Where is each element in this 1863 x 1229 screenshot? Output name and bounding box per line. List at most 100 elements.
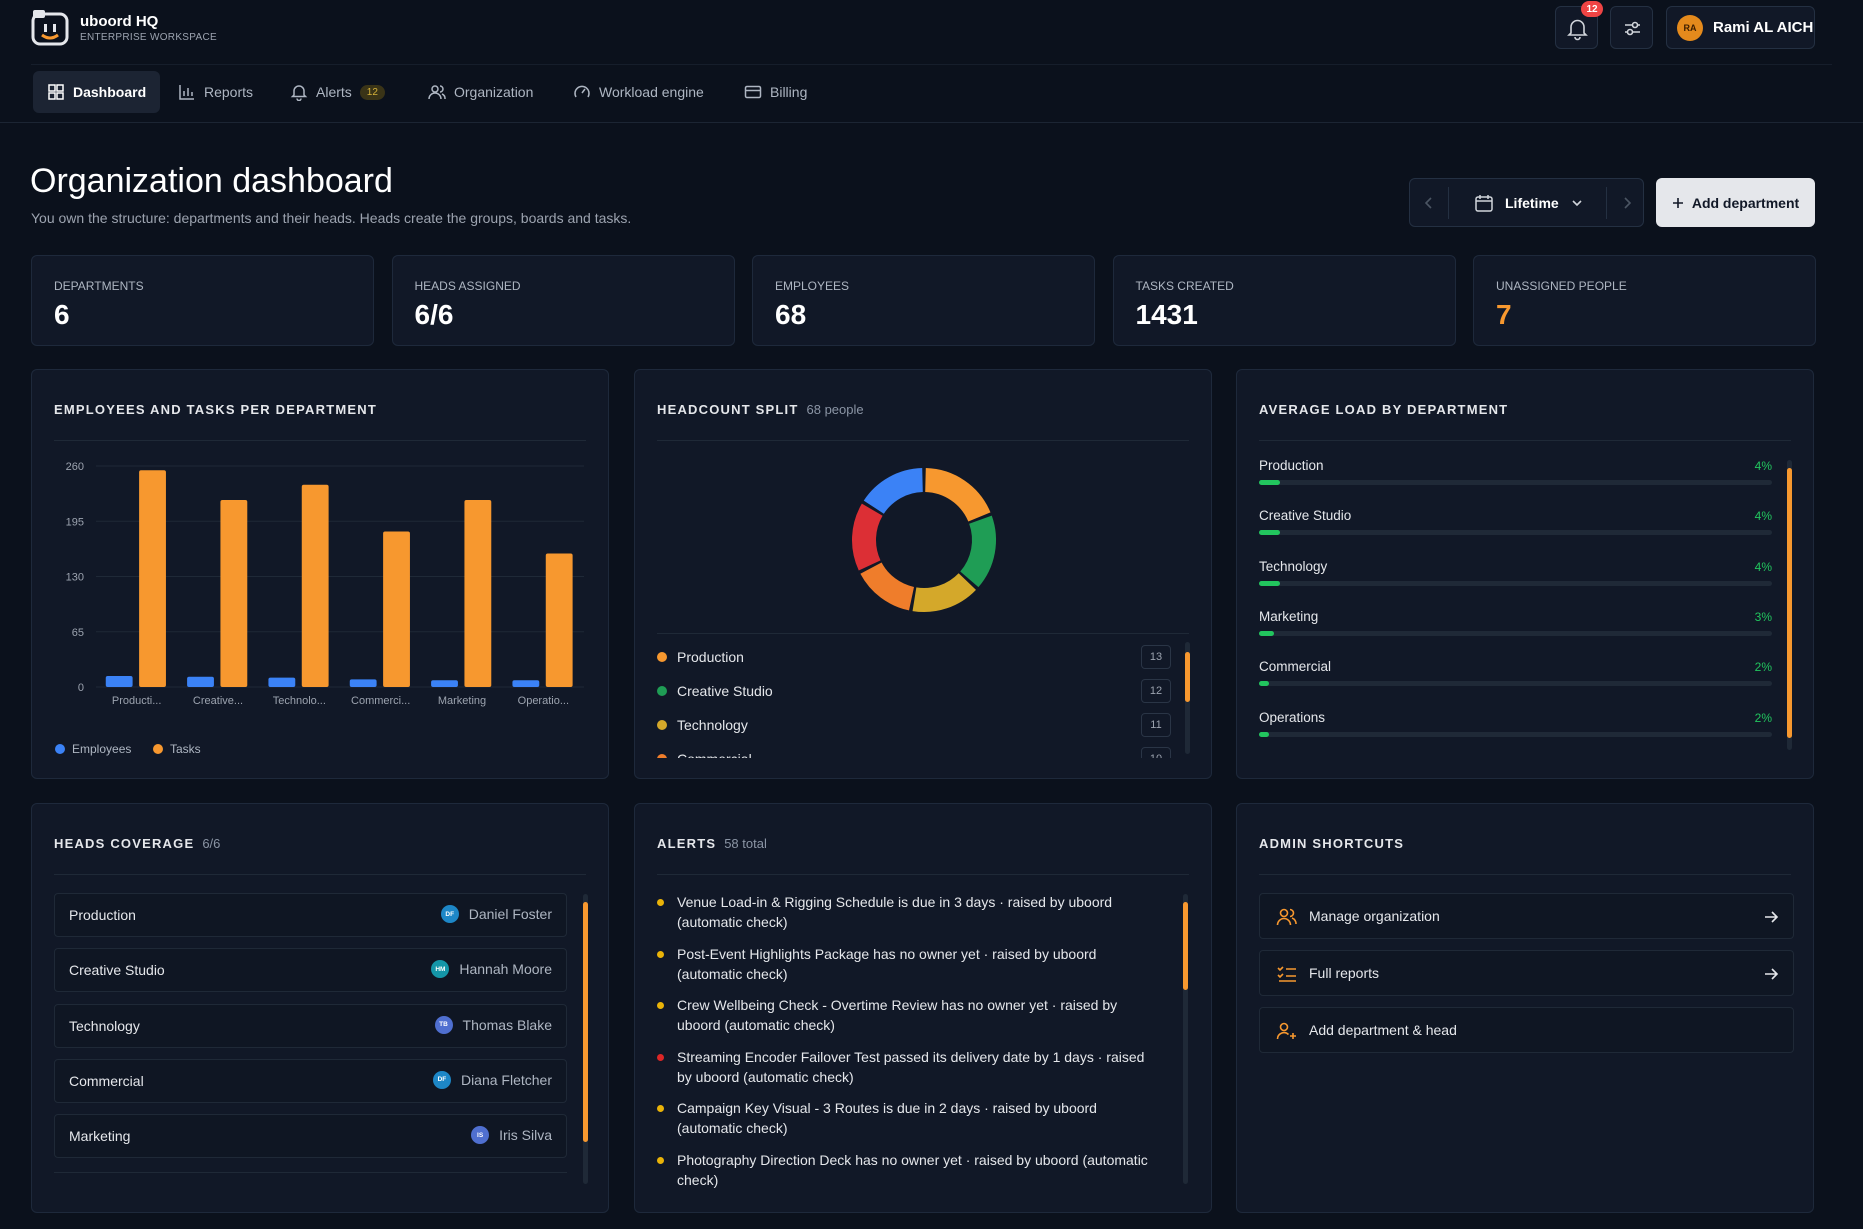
period-picker: Lifetime	[1409, 178, 1644, 227]
user-menu[interactable]: RA Rami AL AICH	[1666, 6, 1815, 49]
legend-label: Commercial	[677, 751, 752, 758]
panel-title-text: AVERAGE LOAD BY DEPARTMENT	[1259, 402, 1509, 417]
x-tick-label: Commerci...	[351, 695, 410, 707]
add-department-button[interactable]: Add department	[1656, 178, 1815, 227]
load-label: Operations	[1259, 709, 1326, 725]
shortcut-icon	[1277, 966, 1296, 982]
load-bar	[1259, 480, 1280, 485]
donut-segment	[863, 468, 924, 515]
head-cell: HM Hannah Moore	[431, 960, 552, 979]
load-track	[1259, 731, 1772, 737]
department-name: Marketing	[69, 1128, 131, 1145]
y-tick-label: 65	[72, 627, 84, 639]
page-title: Organization dashboard	[30, 162, 393, 200]
kpi-label: HEADS ASSIGNED	[414, 279, 521, 293]
donut-segment	[852, 503, 883, 571]
load-row: Commercial 2%	[1259, 659, 1772, 699]
load-value-label: 4%	[1754, 509, 1772, 524]
kpi-value: 6/6	[414, 299, 454, 330]
load-value-label: 4%	[1754, 559, 1772, 574]
panel-divider	[54, 874, 586, 875]
nav-item[interactable]: Alerts 12	[276, 71, 399, 113]
load-value-label: 2%	[1754, 660, 1772, 675]
brand: uboord HQ	[80, 13, 159, 30]
x-tick-label: Marketing	[438, 695, 486, 707]
prev-icon[interactable]	[1422, 195, 1436, 211]
scrollbar	[1183, 894, 1188, 1184]
panel-title-text: ADMIN SHORTCUTS	[1259, 836, 1405, 851]
load-row: Creative Studio 4%	[1259, 508, 1772, 548]
notifications-button[interactable]	[1555, 6, 1598, 49]
shortcuts-panel: ADMIN SHORTCUTS Manage organization Full r…	[1236, 803, 1814, 1213]
panel-subtitle: 68 people	[806, 402, 864, 417]
alert-dot	[657, 1156, 664, 1164]
nav-item[interactable]: Dashboard	[33, 71, 161, 113]
scrollbar-thumb	[1185, 652, 1190, 702]
load-label: Marketing	[1259, 608, 1319, 624]
legend-swatch	[657, 754, 667, 758]
panel-subtitle: 58 total	[724, 836, 767, 851]
user-name: Rami AL AICH	[1713, 19, 1814, 36]
panel-divider	[1259, 874, 1791, 875]
alert-text: Streaming Encoder Failover Test passed i…	[677, 1048, 1145, 1085]
logo	[30, 8, 70, 48]
load-row: Technology 4%	[1259, 559, 1772, 599]
shortcut[interactable]: Manage organization	[1259, 893, 1794, 939]
notification-badge: 12	[1581, 1, 1603, 17]
kpi-label: DEPARTMENTS	[54, 279, 144, 293]
separator	[1448, 187, 1449, 219]
divider	[54, 1172, 567, 1173]
panel-divider	[54, 440, 586, 441]
head-name: Diana Fletcher	[460, 1071, 552, 1088]
shortcut-label: Manage organization	[1309, 908, 1440, 924]
separator	[1606, 187, 1607, 219]
load-track	[1259, 480, 1772, 485]
nav-label: Dashboard	[73, 84, 147, 100]
head-row: Commercial DF Diana Fletcher	[54, 1058, 567, 1103]
alert-dot	[657, 1105, 664, 1112]
settings-button[interactable]	[1610, 6, 1653, 49]
kpi-label: TASKS CREATED	[1135, 279, 1234, 293]
shortcut[interactable]: Full reports	[1259, 950, 1794, 996]
bell-icon	[1567, 19, 1588, 41]
head-cell: DF Daniel Foster	[440, 905, 552, 923]
panel-title: HEADCOUNT SPLIT 68 people	[657, 402, 864, 417]
nav-item[interactable]: Reports	[164, 71, 267, 113]
y-tick-label: 195	[66, 516, 84, 528]
legend-row: Production 13	[655, 640, 1175, 674]
scrollbar	[583, 894, 588, 1184]
next-icon[interactable]	[1620, 195, 1634, 211]
legend-label: Employees	[72, 742, 131, 756]
nav-item[interactable]: Billing	[730, 71, 821, 113]
bar	[512, 680, 540, 687]
nav-badge: 12	[359, 84, 385, 100]
bar	[187, 676, 214, 687]
header-divider	[31, 64, 1832, 65]
bar	[545, 553, 573, 687]
department-name: Production	[69, 907, 136, 923]
legend-row: Technology 11	[655, 708, 1175, 742]
head-name: Thomas Blake	[462, 1016, 552, 1033]
load-row: Operations 2%	[1259, 710, 1772, 750]
panel-divider	[657, 440, 1189, 441]
department-name: Creative Studio	[69, 962, 165, 979]
nav-item[interactable]: Organization	[414, 71, 547, 113]
period-label[interactable]: Lifetime	[1505, 195, 1559, 211]
load-value-label: 4%	[1754, 459, 1772, 473]
alert-text: Venue Load-in & Rigging Schedule is due …	[677, 894, 1113, 930]
scrollbar-thumb	[1183, 902, 1188, 990]
bar	[268, 677, 296, 687]
panel-divider	[1259, 440, 1791, 441]
divider	[657, 633, 1189, 634]
arrow-icon	[1765, 968, 1779, 980]
alert-dot	[657, 950, 664, 958]
head-cell: IS Iris Silva	[471, 1126, 552, 1145]
donut-segment	[924, 468, 991, 523]
nav-item[interactable]: Workload engine	[559, 71, 718, 113]
donut-segment	[912, 572, 976, 612]
page-subtitle: You own the structure: departments and t…	[31, 210, 632, 226]
alert-text: Campaign Key Visual - 3 Routes is due in…	[677, 1100, 1097, 1136]
shortcut[interactable]: Add department & head	[1259, 1007, 1794, 1053]
bar	[105, 675, 133, 687]
